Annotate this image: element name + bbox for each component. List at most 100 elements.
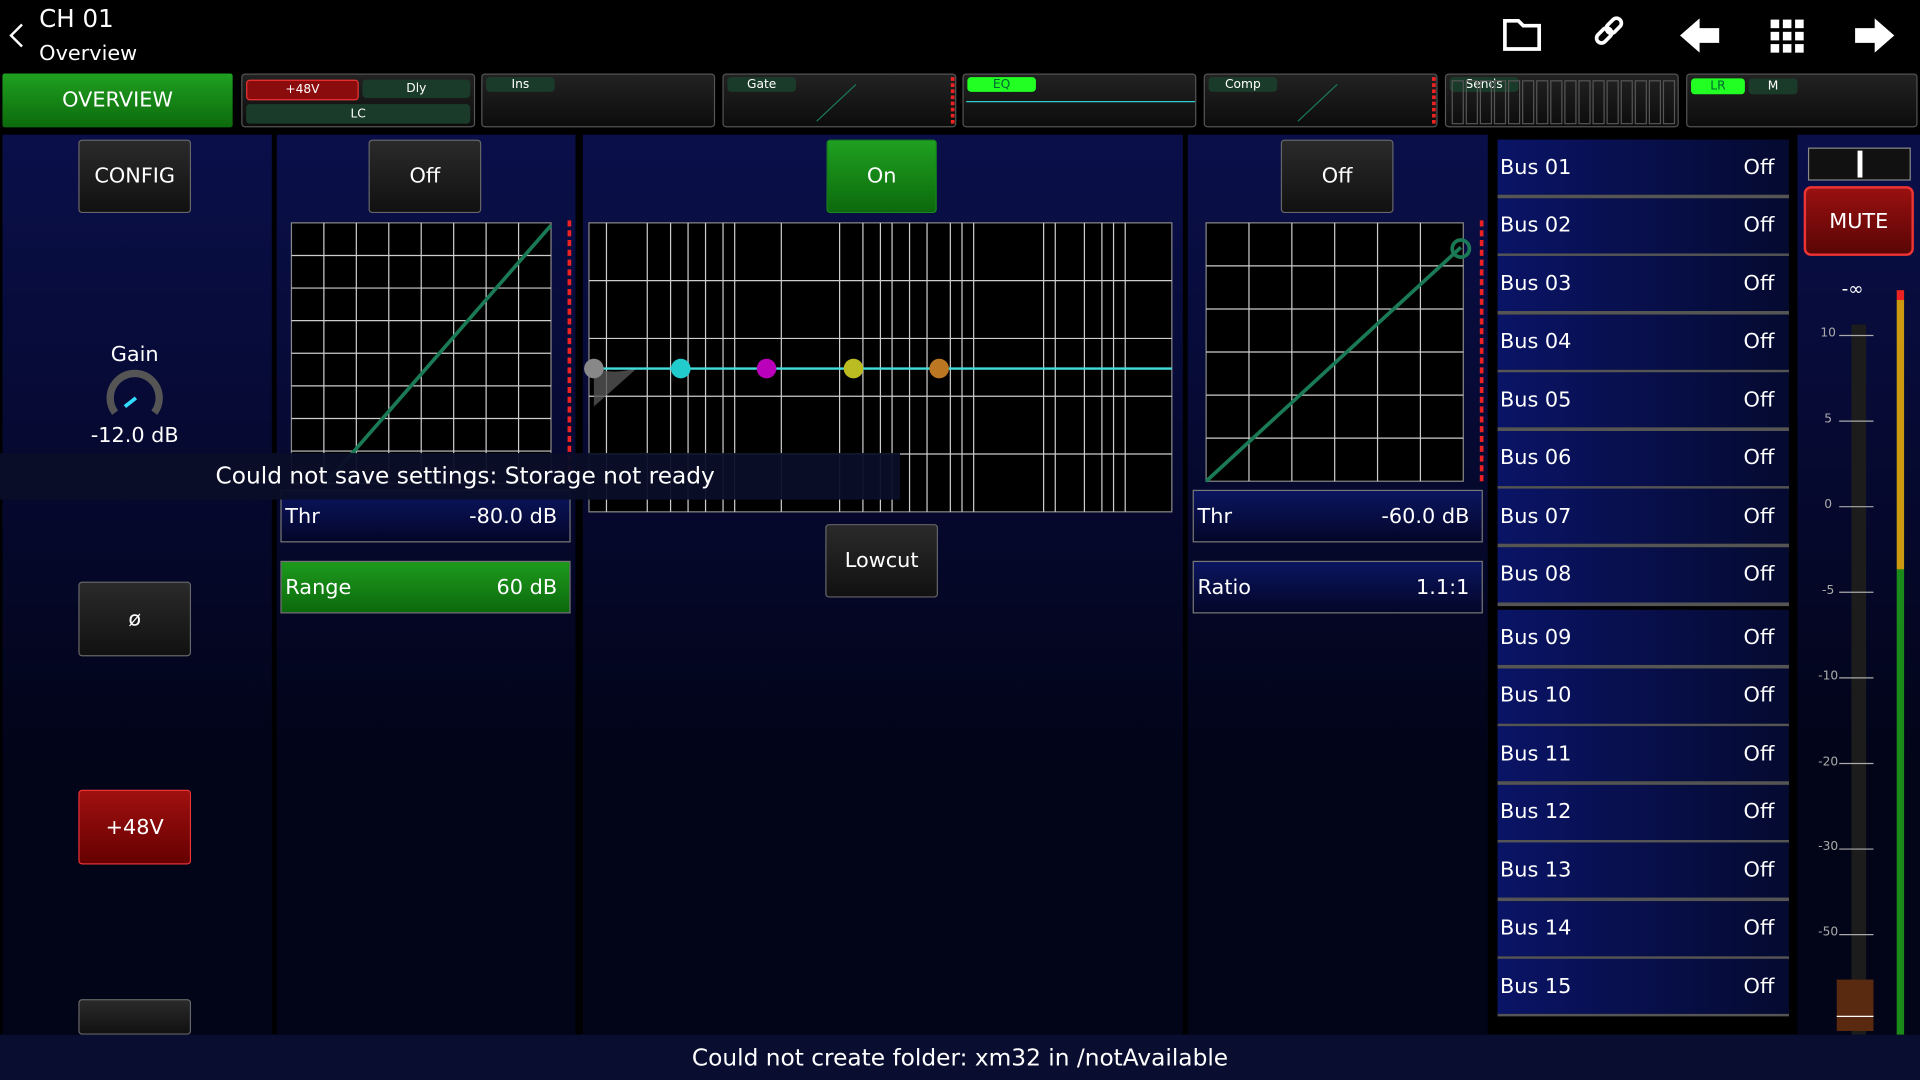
send-slot [1606, 80, 1619, 125]
curve [816, 84, 857, 122]
channel-name: CH 01 [39, 3, 114, 34]
eq-band-handle [584, 358, 604, 379]
send-slot [1634, 80, 1647, 125]
folder-icon[interactable] [1503, 18, 1542, 51]
eq-mode-button[interactable]: Lowcut [825, 524, 938, 598]
label: Range [285, 574, 352, 600]
gate-tab[interactable]: Gate [722, 73, 957, 128]
send-row[interactable]: Bus 14 Off [1497, 900, 1789, 960]
fader-scale-label: 10 [1820, 326, 1836, 341]
pan-indicator [1807, 147, 1911, 181]
config-button[interactable]: CONFIG [78, 139, 192, 214]
link-button[interactable] [78, 999, 192, 1035]
send-slot [1592, 80, 1605, 125]
send-name: Bus 03 [1500, 271, 1572, 296]
send-slot [1479, 80, 1493, 125]
send-row[interactable]: Bus 05 Off [1497, 372, 1789, 432]
knob-track [106, 369, 163, 415]
delay-indicator: Dly [362, 79, 471, 98]
fader-scale-label: -5 [1822, 583, 1835, 598]
send-name: Bus 09 [1500, 625, 1572, 650]
send-row[interactable]: Bus 08 Off [1497, 546, 1789, 606]
send-state: Off [1743, 387, 1775, 413]
sends-tab[interactable]: Sends [1444, 73, 1679, 128]
send-slot [1662, 80, 1676, 125]
overview-tab[interactable]: OVERVIEW [2, 73, 233, 128]
value: -60.0 dB [1381, 503, 1470, 529]
phase-button[interactable]: ø [78, 581, 192, 657]
send-row[interactable]: Bus 01 Off [1497, 139, 1789, 199]
notification-text: Could not save settings: Storage not rea… [215, 462, 715, 490]
link-icon[interactable] [1594, 16, 1624, 45]
send-row[interactable]: Bus 13 Off [1497, 842, 1789, 902]
send-row[interactable]: Bus 15 Off [1497, 958, 1789, 1017]
next-icon[interactable] [1855, 18, 1895, 53]
eq-band-handle [671, 358, 691, 379]
send-slot [1522, 80, 1535, 125]
insert-indicator: Ins [486, 77, 555, 92]
send-state: Off [1743, 154, 1775, 180]
back-icon[interactable] [9, 23, 23, 48]
gain-label: Gain [110, 342, 159, 368]
gate-curve [324, 224, 553, 485]
mute-button[interactable]: MUTE [1803, 186, 1914, 256]
send-row[interactable]: Bus 06 Off [1497, 430, 1789, 490]
knob-pointer [123, 396, 138, 408]
notification[interactable]: Could not save settings: Storage not rea… [0, 453, 900, 500]
eq-toggle[interactable]: On [826, 139, 937, 214]
send-row[interactable]: Bus 04 Off [1497, 314, 1789, 373]
send-name: Bus 06 [1500, 445, 1572, 471]
send-name: Bus 08 [1500, 562, 1572, 587]
prev-icon[interactable] [1680, 18, 1720, 53]
send-slot [1536, 80, 1549, 125]
send-slot [1465, 80, 1478, 125]
fader-scale-label: -30 [1818, 840, 1839, 854]
gain-knob [106, 369, 163, 415]
gate-graph [290, 222, 553, 485]
send-list: Bus 01 Off Bus 02 Off Bus 03 Off Bus 04 Off Bus … [1497, 137, 1789, 1017]
comp-graph [1204, 222, 1472, 483]
send-slot [1451, 80, 1464, 125]
send-row[interactable]: Bus 03 Off [1497, 255, 1789, 315]
meter-lower [1896, 569, 1905, 1035]
gate-range[interactable]: Range 60 dB [280, 560, 571, 614]
comp-ratio[interactable]: Ratio 1.1:1 [1192, 560, 1483, 614]
tab-graphic [816, 77, 955, 127]
comp-threshold[interactable]: Thr -60.0 dB [1192, 489, 1483, 543]
send-slot [1550, 80, 1563, 125]
send-row[interactable]: Bus 10 Off [1497, 667, 1789, 727]
gate-toggle[interactable]: Off [368, 139, 482, 214]
send-name: Bus 01 [1500, 154, 1572, 180]
comp-handle [1450, 238, 1472, 259]
value: 1.1:1 [1416, 574, 1470, 600]
input-tab[interactable]: +48V Dly LC [241, 73, 476, 128]
send-state: Off [1743, 857, 1775, 883]
page-subtitle: Overview [39, 41, 138, 67]
send-row[interactable]: Bus 12 Off [1497, 784, 1789, 844]
send-row[interactable]: Bus 11 Off [1497, 726, 1789, 785]
send-row[interactable]: Bus 07 Off [1497, 488, 1789, 548]
send-state: Off [1743, 271, 1775, 296]
send-state: Off [1743, 741, 1775, 766]
insert-tab[interactable]: Ins [481, 73, 716, 128]
lr-indicator: LR [1691, 78, 1745, 95]
comp-tab[interactable]: Comp [1203, 73, 1438, 128]
send-state: Off [1743, 329, 1775, 354]
phantom-button[interactable]: +48V [78, 789, 192, 865]
label: Ratio [1197, 574, 1252, 600]
value: 60 dB [496, 574, 558, 600]
notification-text: Could not create folder: xm32 in /notAva… [691, 1043, 1229, 1071]
send-state: Off [1743, 445, 1775, 471]
gain-value: -12.0 dB [90, 423, 179, 449]
notification[interactable]: Could not create folder: xm32 in /notAva… [0, 1034, 1920, 1080]
grid-icon[interactable] [1770, 19, 1804, 53]
comp-toggle[interactable]: Off [1280, 139, 1394, 214]
value: -80.0 dB [469, 503, 558, 529]
eq-tab[interactable]: EQ [962, 73, 1197, 128]
send-row[interactable]: Bus 02 Off [1497, 197, 1789, 257]
send-row[interactable]: Bus 09 Off [1497, 609, 1789, 669]
send-slot [1493, 80, 1507, 125]
lowcut-indicator: LC [246, 104, 471, 124]
main-tab[interactable]: LR M [1686, 73, 1918, 128]
